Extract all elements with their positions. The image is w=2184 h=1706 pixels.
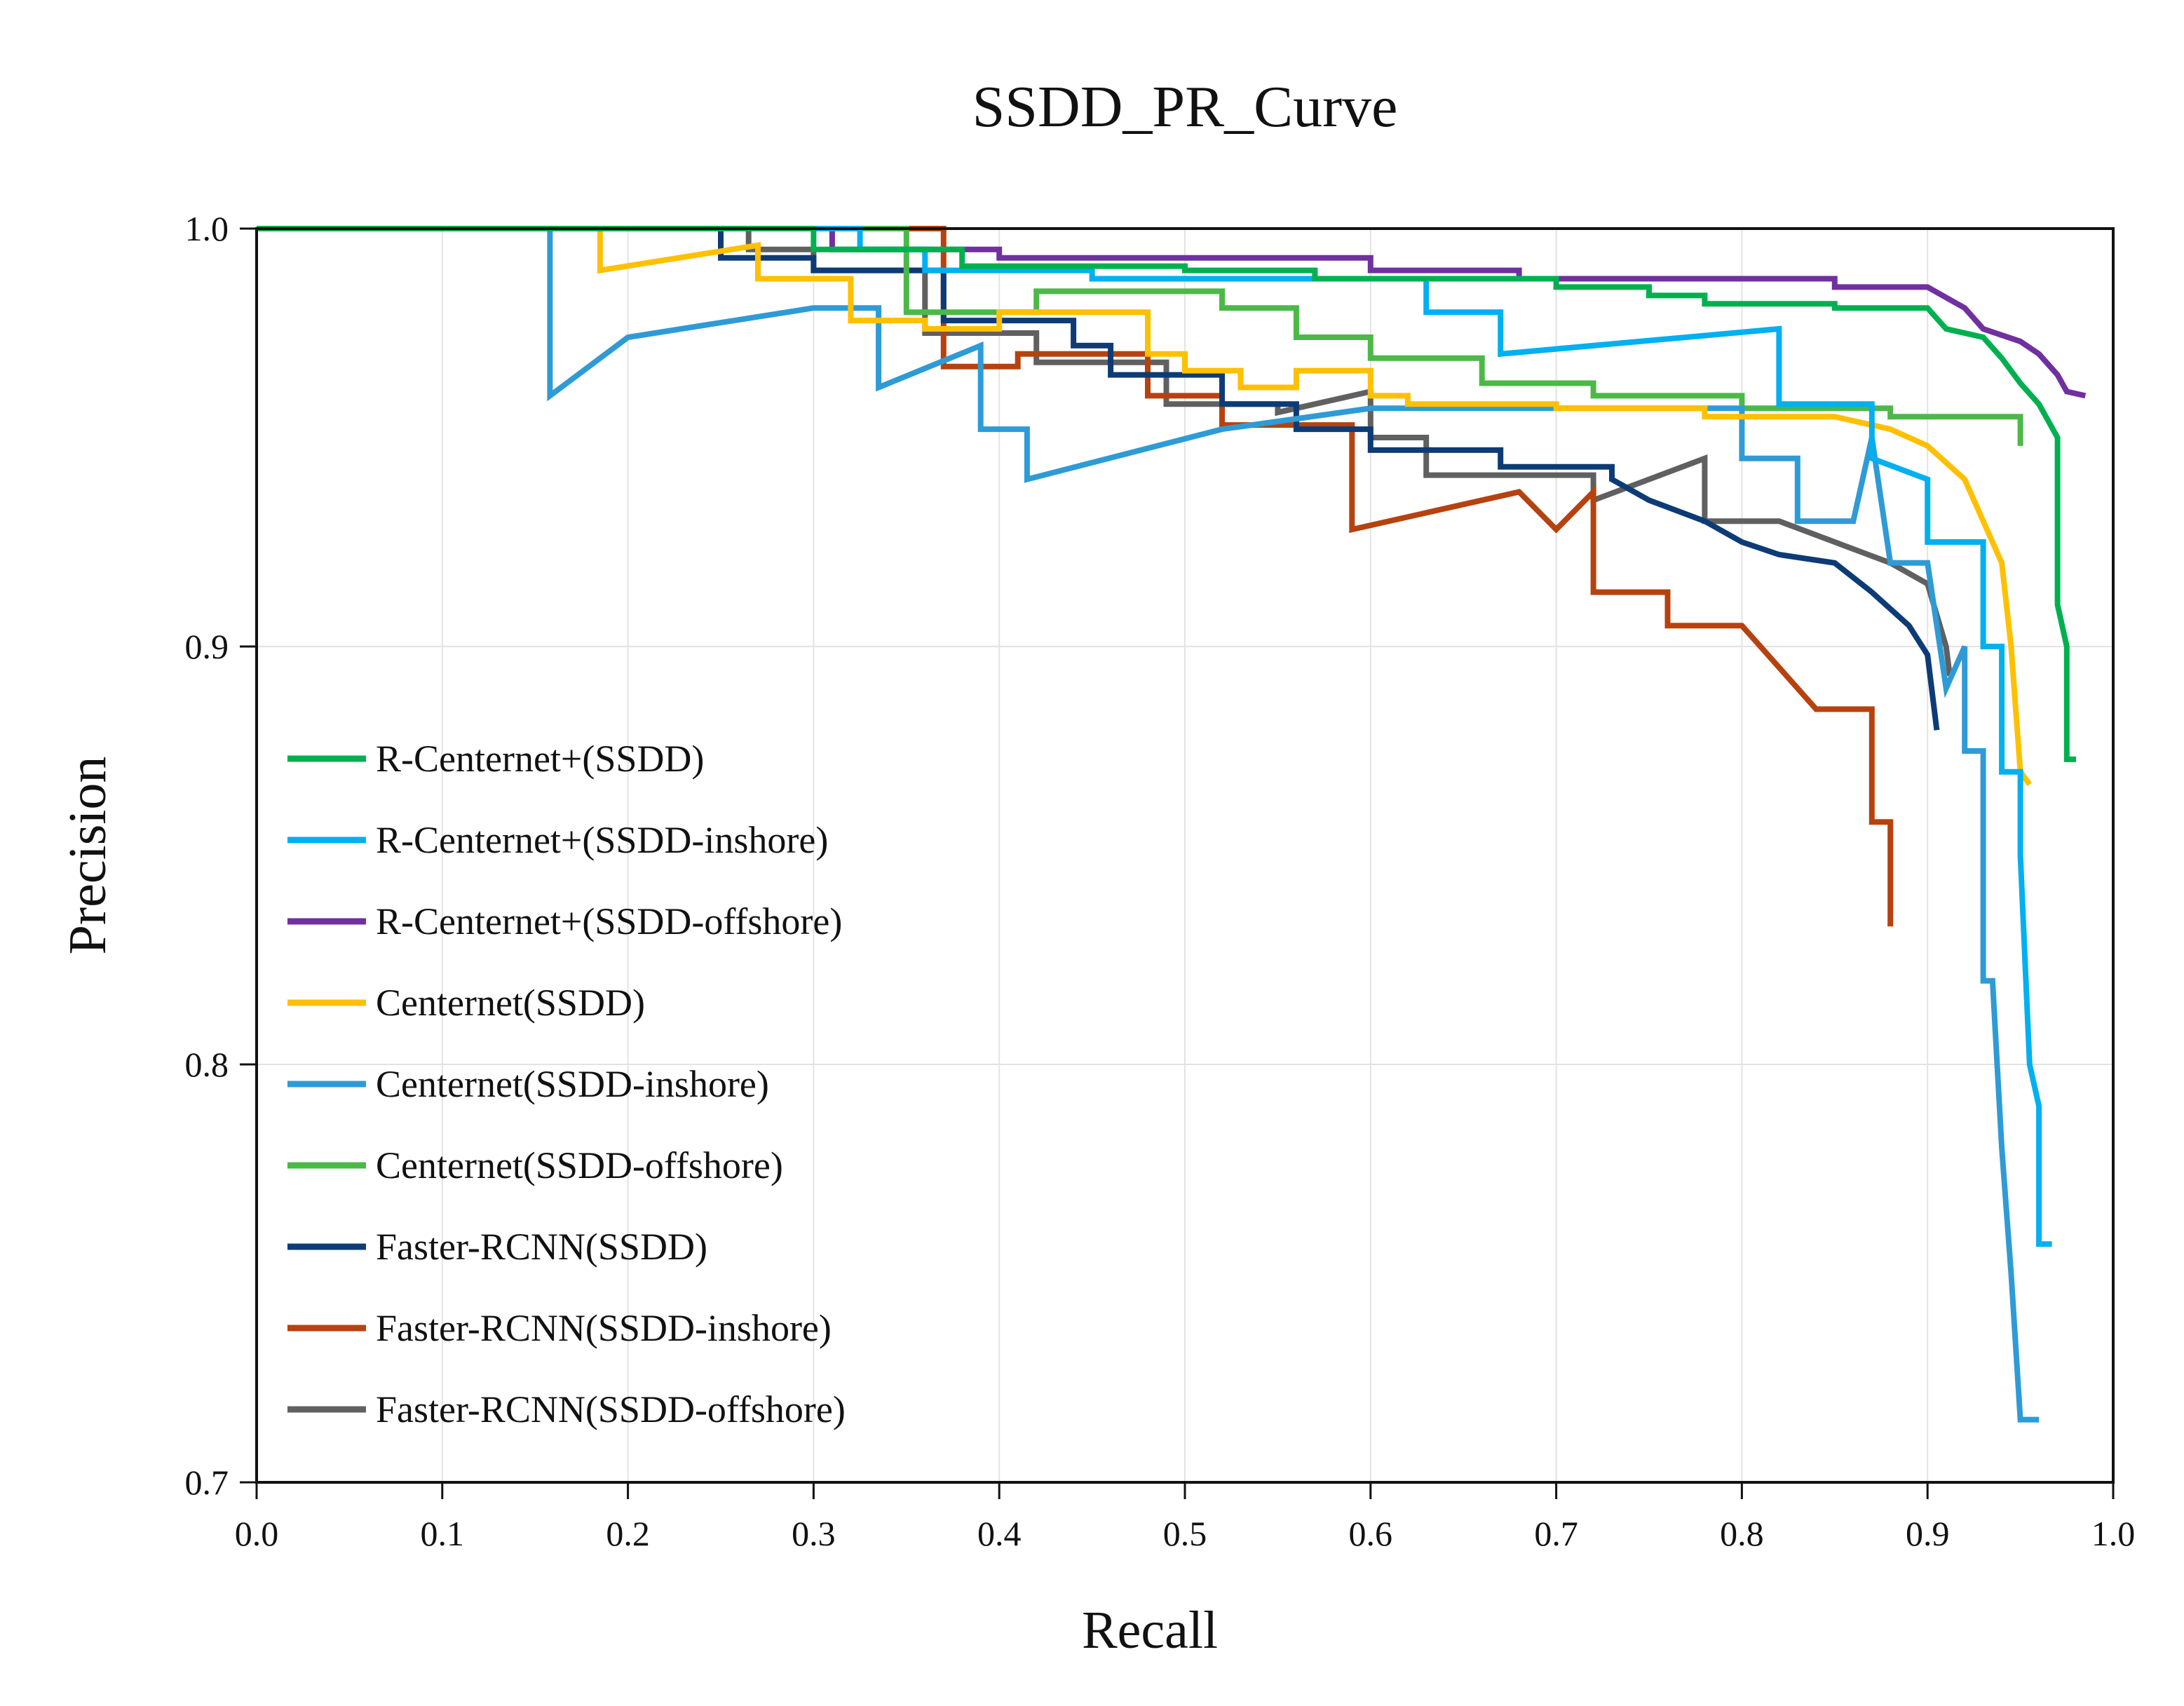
x-tick-label: 0.9 xyxy=(1906,1514,1950,1553)
y-tick-label: 0.7 xyxy=(185,1463,229,1502)
x-tick-label: 0.5 xyxy=(1163,1514,1207,1553)
series-line-r-centernet-ssdd xyxy=(257,226,2076,762)
series-lines xyxy=(257,226,2087,1423)
x-tick-label: 0.0 xyxy=(235,1514,279,1553)
legend-label: R-Centernet+(SSDD-offshore) xyxy=(376,900,842,942)
legend-label: Centernet(SSDD-offshore) xyxy=(376,1144,783,1186)
x-axis-title: Recall xyxy=(1082,1601,1218,1660)
legend-label: Faster-RCNN(SSDD-offshore) xyxy=(376,1388,846,1430)
x-tick-label: 1.0 xyxy=(2091,1514,2136,1553)
x-tick-label: 0.2 xyxy=(606,1514,650,1553)
y-tick-label: 0.9 xyxy=(185,627,229,666)
legend: R-Centernet+(SSDD) R-Centernet+(SSDD-insh… xyxy=(287,738,846,1430)
chart-title: SSDD_PR_Curve xyxy=(972,74,1398,140)
series-line-r-centernet-ssdd-inshore xyxy=(257,226,2052,1247)
series-line-centernet-ssdd xyxy=(257,226,2033,787)
legend-label: Faster-RCNN(SSDD-inshore) xyxy=(376,1307,832,1349)
x-tick-label: 0.6 xyxy=(1349,1514,1393,1553)
series-line-centernet-ssdd-offshore xyxy=(257,226,2023,446)
legend-label: Faster-RCNN(SSDD) xyxy=(376,1226,707,1268)
y-axis-title: Precision xyxy=(58,757,117,955)
series-line-centernet-ssdd-inshore xyxy=(257,226,2040,1423)
axis-ticks: 0.0 0.1 0.2 0.3 0.4 0.5 0.6 0.7 0.8 0.9 1.0 0.7 0.8 0… xyxy=(185,209,2136,1553)
x-tick-label: 0.1 xyxy=(421,1514,465,1553)
legend-label: R-Centernet+(SSDD-inshore) xyxy=(376,819,828,861)
legend-label: R-Centernet+(SSDD) xyxy=(376,738,704,780)
x-tick-label: 0.3 xyxy=(792,1514,836,1553)
y-tick-label: 0.8 xyxy=(185,1045,229,1084)
legend-label: Centernet(SSDD) xyxy=(376,982,645,1024)
legend-label: Centernet(SSDD-inshore) xyxy=(376,1063,769,1105)
series-line-faster-rcnn-ssdd xyxy=(257,226,1940,731)
x-tick-label: 0.7 xyxy=(1534,1514,1578,1553)
series-line-faster-rcnn-ssdd-inshore xyxy=(257,226,1894,927)
x-tick-label: 0.8 xyxy=(1720,1514,1764,1553)
series-line-r-centernet-ssdd-offshore xyxy=(257,226,2087,399)
x-tick-label: 0.4 xyxy=(977,1514,1022,1553)
y-tick-label: 1.0 xyxy=(185,209,229,248)
